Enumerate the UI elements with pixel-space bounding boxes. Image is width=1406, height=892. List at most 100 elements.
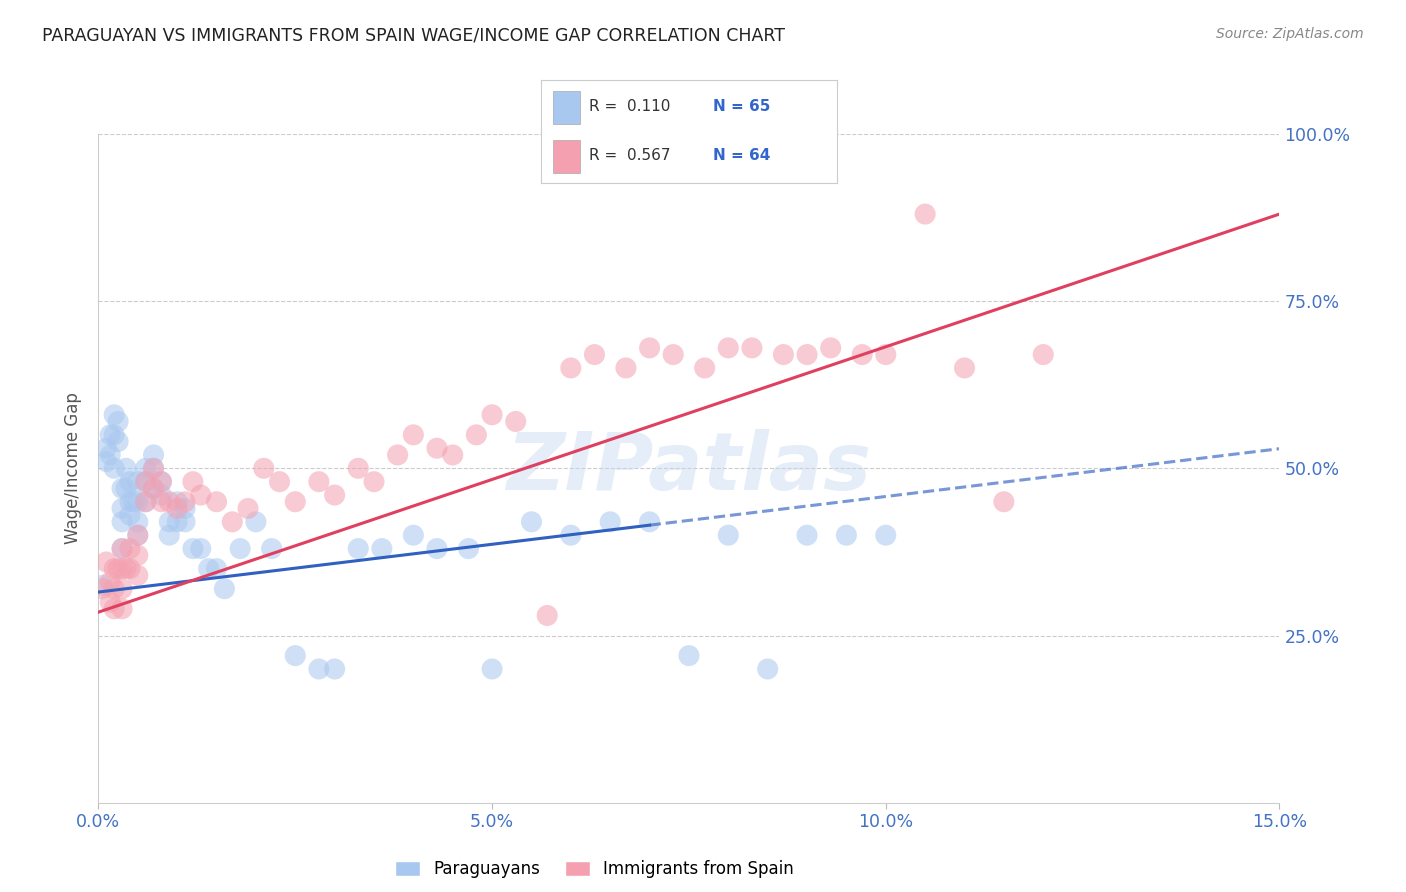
Point (197, 562, 219, 576)
Point (387, 448, 409, 462)
Point (98, 575, 121, 590)
Point (98, 448, 121, 462)
Text: ZIPatlas: ZIPatlas (506, 429, 872, 508)
Point (150, 475, 173, 489)
Point (118, 475, 141, 489)
Point (875, 348, 897, 362)
Point (118, 541, 141, 556)
Point (135, 475, 157, 489)
Point (135, 494, 157, 508)
Point (127, 568, 149, 582)
Point (91, 582, 114, 596)
Point (457, 541, 479, 556)
Point (323, 488, 346, 502)
FancyBboxPatch shape (553, 140, 579, 173)
Point (127, 494, 149, 508)
Point (284, 494, 307, 508)
Legend: Paraguayans, Immigrants from Spain: Paraguayans, Immigrants from Spain (388, 854, 801, 885)
Point (115, 562, 138, 576)
Point (717, 528, 740, 542)
Point (150, 494, 173, 508)
Point (122, 494, 145, 508)
Point (174, 515, 197, 529)
Point (115, 461, 138, 475)
Point (993, 494, 1015, 508)
Point (111, 515, 134, 529)
Point (142, 482, 165, 496)
Text: R =  0.567: R = 0.567 (589, 148, 671, 163)
Point (214, 582, 236, 596)
Text: Source: ZipAtlas.com: Source: ZipAtlas.com (1216, 27, 1364, 41)
Point (914, 207, 936, 221)
Point (481, 662, 503, 676)
Point (127, 475, 149, 489)
Point (111, 482, 134, 496)
Point (135, 494, 157, 508)
Point (1032, 348, 1054, 362)
Point (103, 562, 125, 576)
Point (118, 494, 141, 508)
Point (953, 361, 976, 376)
Point (166, 501, 188, 516)
Point (402, 528, 425, 542)
Point (166, 515, 188, 529)
Point (371, 541, 394, 556)
Point (150, 475, 173, 489)
Point (127, 548, 149, 563)
Point (103, 408, 125, 422)
Point (111, 541, 134, 556)
Point (181, 541, 204, 556)
Point (520, 515, 543, 529)
Text: N = 64: N = 64 (713, 148, 770, 163)
Point (583, 348, 606, 362)
Point (127, 515, 149, 529)
Point (103, 582, 125, 596)
Point (150, 488, 173, 502)
Point (253, 461, 276, 475)
Point (142, 461, 165, 475)
Point (142, 482, 165, 496)
Point (284, 648, 307, 663)
Point (157, 528, 180, 542)
Point (107, 434, 129, 449)
Point (835, 528, 858, 542)
FancyBboxPatch shape (553, 91, 579, 124)
Point (693, 361, 716, 376)
Point (465, 428, 488, 442)
Point (103, 602, 125, 616)
Text: N = 65: N = 65 (713, 99, 770, 114)
Point (96, 442, 118, 456)
Point (441, 448, 464, 462)
Point (796, 348, 818, 362)
Point (560, 361, 582, 376)
Y-axis label: Wage/Income Gap: Wage/Income Gap (65, 392, 83, 544)
Point (741, 341, 763, 355)
Point (135, 475, 157, 489)
Point (111, 562, 134, 576)
Point (323, 662, 346, 676)
Point (772, 348, 794, 362)
Point (599, 515, 621, 529)
Point (363, 475, 385, 489)
Point (96, 555, 118, 569)
Point (402, 428, 425, 442)
Point (91, 578, 114, 592)
Point (181, 475, 204, 489)
Point (638, 515, 661, 529)
Point (157, 515, 180, 529)
Point (505, 415, 527, 429)
Point (98, 595, 121, 609)
Point (245, 515, 267, 529)
Point (614, 361, 637, 376)
Point (142, 448, 165, 462)
Point (111, 501, 134, 516)
Point (347, 461, 370, 475)
Point (142, 461, 165, 475)
Point (308, 662, 330, 676)
Point (103, 428, 125, 442)
Point (127, 528, 149, 542)
Text: R =  0.110: R = 0.110 (589, 99, 669, 114)
Point (174, 501, 197, 516)
Point (166, 494, 188, 508)
Point (107, 562, 129, 576)
